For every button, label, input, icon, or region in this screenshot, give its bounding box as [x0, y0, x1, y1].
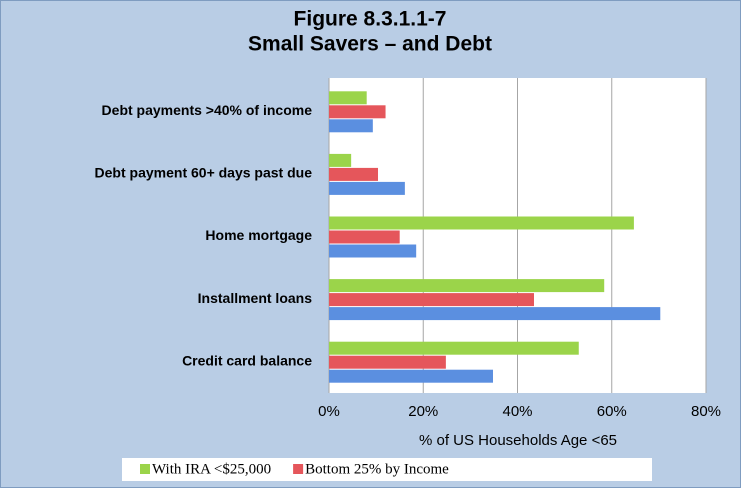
- chart-title: Figure 8.3.1.1-7: [294, 8, 447, 31]
- y-tick-label: Credit card balance: [182, 352, 312, 368]
- legend-label: With IRA <$25,000: [152, 461, 271, 477]
- x-tick-label: 40%: [502, 403, 532, 420]
- bar: [329, 119, 373, 133]
- bar: [329, 293, 534, 307]
- bar: [329, 355, 446, 369]
- bar: [329, 181, 405, 195]
- x-tick-label: 60%: [597, 403, 627, 420]
- bar: [329, 369, 493, 383]
- x-tick-label: 0%: [318, 403, 340, 420]
- legend-label: Bottom 25% by Income: [305, 461, 449, 477]
- y-tick-label: Debt payment 60+ days past due: [95, 165, 313, 181]
- bar: [329, 91, 367, 105]
- bar: [329, 153, 352, 167]
- y-tick-label: Home mortgage: [205, 227, 312, 243]
- bar: [329, 341, 579, 355]
- bar: [329, 105, 386, 119]
- bar: [329, 216, 634, 230]
- bar: [329, 167, 379, 181]
- x-tick-label: 20%: [408, 403, 438, 420]
- bar: [329, 307, 661, 321]
- x-axis-title: % of US Households Age <65: [419, 432, 617, 449]
- legend-swatch: [140, 464, 150, 474]
- bar: [329, 244, 417, 258]
- bar: [329, 230, 400, 244]
- legend: [122, 458, 652, 481]
- legend-swatch: [293, 464, 304, 474]
- chart-subtitle: Small Savers – and Debt: [248, 33, 492, 56]
- y-tick-label: Installment loans: [198, 290, 313, 306]
- x-tick-label: 80%: [691, 403, 721, 420]
- y-tick-label: Debt payments >40% of income: [102, 102, 313, 118]
- bar: [329, 279, 605, 293]
